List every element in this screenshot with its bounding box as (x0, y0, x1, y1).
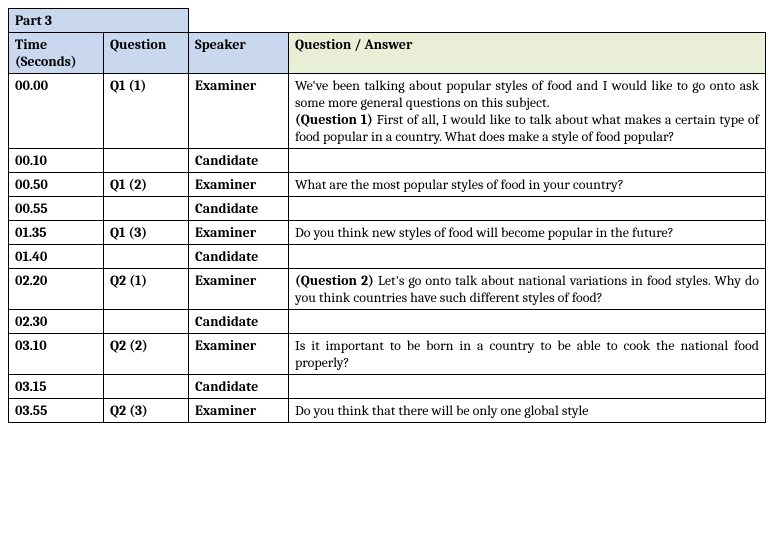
qa-cell (289, 149, 766, 173)
time-cell: 00.55 (9, 197, 104, 221)
table-row: 01.40 Candidate (9, 245, 766, 269)
table-row: 03.55Q2 (3)Examiner Do you think that the… (9, 399, 766, 423)
question-cell: Q1 (2) (104, 173, 189, 197)
qa-cell: What are the most popular styles of food… (289, 173, 766, 197)
question-cell (104, 149, 189, 173)
time-cell: 00.10 (9, 149, 104, 173)
question-cell (104, 375, 189, 399)
exam-transcript-table: Part 3Time (Seconds)QuestionSpeakerQuest… (8, 8, 766, 423)
speaker-cell: Examiner (189, 74, 289, 149)
qa-cell (289, 197, 766, 221)
speaker-cell: Candidate (189, 197, 289, 221)
speaker-cell: Candidate (189, 375, 289, 399)
speaker-cell: Examiner (189, 269, 289, 310)
part-title: Part 3 (9, 9, 189, 33)
question-cell: Q2 (1) (104, 269, 189, 310)
speaker-cell: Examiner (189, 173, 289, 197)
question-cell: Q2 (2) (104, 334, 189, 375)
question-cell (104, 245, 189, 269)
table-row: 02.20Q2 (1)Examiner(Question 2) Let's go… (9, 269, 766, 310)
speaker-cell: Examiner (189, 221, 289, 245)
speaker-cell: Candidate (189, 245, 289, 269)
qa-cell (289, 245, 766, 269)
header-question: Question (104, 33, 189, 74)
table-row: 00.00Q1 (1)ExaminerWe've been talking ab… (9, 74, 766, 149)
question-cell (104, 310, 189, 334)
table-row: 02.30 Candidate (9, 310, 766, 334)
speaker-cell: Examiner (189, 399, 289, 423)
table-row: 01.35Q1 (3)Examiner Do you think new styl… (9, 221, 766, 245)
question-cell (104, 197, 189, 221)
qa-cell: We've been talking about popular styles … (289, 74, 766, 149)
header-speaker: Speaker (189, 33, 289, 74)
table-row: 00.55 Candidate (9, 197, 766, 221)
qa-text-pre: We've been talking about popular styles … (295, 77, 759, 111)
table-row: 03.15 Candidate (9, 375, 766, 399)
qa-cell: Do you think that there will be only one… (289, 399, 766, 423)
time-cell: 02.20 (9, 269, 104, 310)
speaker-cell: Examiner (189, 334, 289, 375)
time-cell: 03.55 (9, 399, 104, 423)
time-cell: 03.10 (9, 334, 104, 375)
question-cell: Q1 (1) (104, 74, 189, 149)
question-cell: Q1 (3) (104, 221, 189, 245)
time-cell: 00.00 (9, 74, 104, 149)
qa-cell: Do you think new styles of food will bec… (289, 221, 766, 245)
time-cell: 03.15 (9, 375, 104, 399)
qa-text-bold: (Question 1) (295, 111, 373, 128)
qa-text-pre: Do you think that there will be only one… (295, 402, 588, 419)
qa-cell (289, 375, 766, 399)
table-row: 03.10Q2 (2)ExaminerIs it important to be… (9, 334, 766, 375)
qa-text-pre: Do you think new styles of food will bec… (295, 224, 674, 241)
qa-text-bold: (Question 2) (295, 272, 374, 289)
qa-text-pre: Is it important to be born in a country … (295, 337, 759, 371)
qa-cell: Is it important to be born in a country … (289, 334, 766, 375)
time-cell: 02.30 (9, 310, 104, 334)
qa-text-pre: What are the most popular styles of food… (295, 176, 624, 193)
header-qa: Question / Answer (289, 33, 766, 74)
qa-cell: (Question 2) Let's go onto talk about na… (289, 269, 766, 310)
speaker-cell: Candidate (189, 149, 289, 173)
question-cell: Q2 (3) (104, 399, 189, 423)
qa-cell (289, 310, 766, 334)
table-row: 00.10 Candidate (9, 149, 766, 173)
table-row: 00.50Q1 (2)Examiner What are the most pop… (9, 173, 766, 197)
time-cell: 00.50 (9, 173, 104, 197)
part-title-empty (189, 9, 766, 33)
time-cell: 01.40 (9, 245, 104, 269)
speaker-cell: Candidate (189, 310, 289, 334)
time-cell: 01.35 (9, 221, 104, 245)
header-time: Time (Seconds) (9, 33, 104, 74)
